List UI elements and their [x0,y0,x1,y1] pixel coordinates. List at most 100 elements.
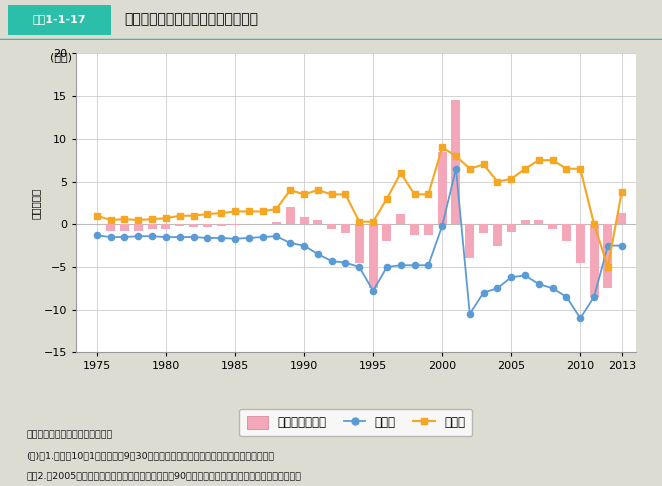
日本人 [521,273,529,278]
日本人 [286,240,294,246]
日本人 [148,233,156,239]
Bar [134,224,143,231]
日本人 [493,285,501,291]
Bar [465,224,474,259]
外国人 [148,216,156,222]
外国人 [452,153,460,159]
外国人 [604,264,612,270]
日本人 [217,235,225,241]
Line: 外国人: 外国人 [93,144,625,270]
Bar [479,224,488,233]
日本人 [300,243,308,248]
外国人 [162,215,170,221]
Bar [520,220,530,224]
日本人 [120,234,128,240]
日本人 [273,233,281,239]
Bar [341,224,350,233]
外国人 [383,196,391,202]
Bar [534,220,544,224]
外国人 [134,217,142,223]
外国人 [466,166,474,172]
Bar [369,224,377,288]
Bar [189,224,198,227]
外国人 [328,191,336,197]
外国人 [424,191,432,197]
Bar [313,220,322,224]
Bar [493,224,502,245]
外国人 [549,157,557,163]
Bar [299,217,308,224]
日本人 [259,234,267,240]
Bar [451,101,461,224]
外国人 [259,208,267,214]
外国人 [410,191,418,197]
Bar [397,214,405,224]
外国人 [203,211,211,217]
Bar [148,224,157,229]
Bar [355,224,363,262]
外国人 [618,189,626,195]
外国人 [577,166,585,172]
Text: 2.々2005年までの日本人については、海外滞在90日以内の入国者数、出国者数を含めている。: 2.々2005年までの日本人については、海外滞在90日以内の入国者数、出国者数を… [26,471,301,481]
外国人 [590,221,598,227]
日本人 [107,234,115,240]
日本人 [452,166,460,172]
日本人 [134,233,142,239]
日本人 [162,234,170,240]
外国人 [438,144,446,150]
外国人 [479,161,487,167]
日本人 [618,243,626,248]
外国人 [535,157,543,163]
Bar [106,224,115,231]
外国人 [521,166,529,172]
Legend: 日本人＋外国人, 日本人, 外国人: 日本人＋外国人, 日本人, 外国人 [240,409,472,436]
外国人 [273,206,281,212]
外国人 [175,213,183,219]
外国人 [217,210,225,216]
外国人 [231,208,239,214]
Bar [576,224,585,262]
外国人 [563,166,571,172]
日本人 [369,288,377,294]
日本人 [231,236,239,242]
外国人 [93,213,101,219]
Bar [424,224,433,235]
Y-axis label: 入国超過数: 入国超過数 [31,187,41,219]
Bar [548,224,557,228]
外国人 [189,213,197,219]
外国人 [507,176,515,182]
Text: 資料：総務省統計局「人口推計」: 資料：総務省統計局「人口推計」 [26,430,113,439]
Bar [617,213,626,224]
外国人 [286,187,294,193]
Text: (注)　1.各前年10月1日から当年9月30日における入国者数から出国者数を引いたもの。: (注) 1.各前年10月1日から当年9月30日における入国者数から出国者数を引い… [26,451,275,460]
外国人 [397,170,404,176]
日本人 [535,281,543,287]
外国人 [493,179,501,185]
日本人 [604,243,612,248]
Text: 図表1-1-17: 図表1-1-17 [32,15,86,24]
Line: 日本人: 日本人 [94,166,625,321]
日本人 [245,235,253,241]
Bar [383,224,391,242]
Text: (万人): (万人) [50,52,71,62]
日本人 [355,264,363,270]
日本人 [189,234,197,240]
Bar [272,222,281,224]
外国人 [314,187,322,193]
外国人 [107,217,115,223]
日本人 [563,294,571,300]
外国人 [245,208,253,214]
日本人 [549,285,557,291]
Text: 日本人・外国人別入国超過数の推移: 日本人・外国人別入国超過数の推移 [124,12,258,26]
Bar [562,224,571,242]
Bar [590,224,598,297]
Bar [203,224,212,227]
外国人 [355,219,363,225]
日本人 [507,274,515,280]
外国人 [300,191,308,197]
日本人 [342,260,350,265]
Bar [216,224,226,226]
Bar [286,207,295,224]
日本人 [203,235,211,241]
外国人 [369,219,377,225]
